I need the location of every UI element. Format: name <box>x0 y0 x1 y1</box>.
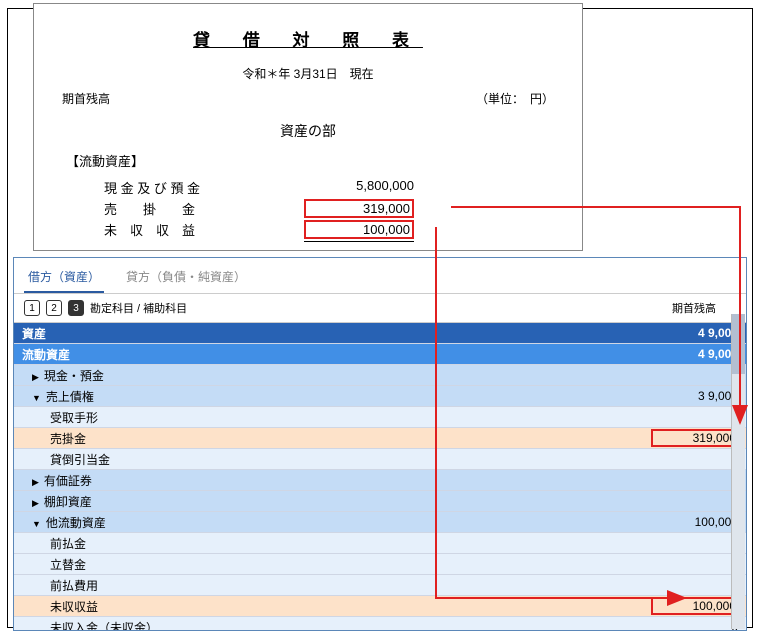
table-row[interactable]: 前払金0 <box>14 533 746 554</box>
column-balance-label: 期首残高 <box>672 300 716 316</box>
table-row[interactable]: 流動資産4 9,000 <box>14 344 746 365</box>
doc-line-label: 現 金 及 び 預 金 <box>104 178 304 197</box>
tab-credit[interactable]: 貸方（負債・純資産） <box>122 264 250 293</box>
row-name: 売掛金 <box>14 430 651 447</box>
expand-icon[interactable]: ▼ <box>32 393 41 403</box>
table-row[interactable]: 未収入金（未収金）0 <box>14 617 746 631</box>
doc-header-row: 期首残高 （単位： 円） <box>62 90 554 107</box>
row-name: 流動資産 <box>14 346 651 363</box>
table-row[interactable]: 前払費用0 <box>14 575 746 596</box>
table-row[interactable]: 立替金0 <box>14 554 746 575</box>
doc-line-label: 売 掛 金 <box>104 199 304 218</box>
level-2-button[interactable]: 2 <box>46 300 62 316</box>
row-name: ▶有価証券 <box>24 472 651 489</box>
doc-group-label: 【流動資産】 <box>66 151 554 170</box>
table-row[interactable]: ▶現金・預金0 <box>14 365 746 386</box>
doc-line-value: 100,000 <box>304 220 414 239</box>
level-1-button[interactable]: 1 <box>24 300 40 316</box>
row-name: ▶現金・預金 <box>24 367 651 384</box>
table-row[interactable]: ▼売上債権3 9,000 <box>14 386 746 407</box>
table-row[interactable]: 売掛金319,000 <box>14 428 746 449</box>
table-row[interactable]: 未収収益100,000 <box>14 596 746 617</box>
expand-icon[interactable]: ▶ <box>32 477 39 487</box>
tab-debit[interactable]: 借方（資産） <box>24 264 104 293</box>
table-row[interactable]: ▼他流動資産100,000 <box>14 512 746 533</box>
doc-unit: （単位： 円） <box>476 90 554 107</box>
doc-date: 令和＊年 3月31日 現在 <box>62 65 554 82</box>
level-3-button[interactable]: 3 <box>68 300 84 316</box>
row-name: 前払金 <box>14 535 651 552</box>
row-name: 資産 <box>14 325 651 342</box>
control-row: 1 2 3 勘定科目 / 補助科目 期首残高 <box>14 293 746 323</box>
row-name: ▼他流動資産 <box>24 514 651 531</box>
scrollbar-thumb[interactable] <box>732 314 745 374</box>
row-name: ▼売上債権 <box>24 388 651 405</box>
doc-underline <box>304 241 414 242</box>
row-name: 前払費用 <box>14 577 651 594</box>
row-name: 立替金 <box>14 556 651 573</box>
row-name: 未収収益 <box>14 598 651 615</box>
tabs: 借方（資産） 貸方（負債・純資産） <box>14 258 746 293</box>
scrollbar[interactable] <box>731 314 745 629</box>
row-name: 未収入金（未収金） <box>14 619 651 632</box>
expand-icon[interactable]: ▼ <box>32 519 41 529</box>
expand-icon[interactable]: ▶ <box>32 372 39 382</box>
doc-title: 貸 借 対 照 表 <box>62 26 554 51</box>
table-row[interactable]: 資産4 9,000 <box>14 323 746 344</box>
table-row[interactable]: 貸倒引当金 <box>14 449 746 470</box>
table-row[interactable]: 受取手形0 <box>14 407 746 428</box>
doc-line: 現 金 及 び 預 金 5,800,000 <box>104 178 554 197</box>
doc-line: 売 掛 金 319,000 <box>104 199 554 218</box>
accounting-panel: 借方（資産） 貸方（負債・純資産） 1 2 3 勘定科目 / 補助科目 期首残高… <box>13 257 747 631</box>
column-account-label: 勘定科目 / 補助科目 <box>90 300 187 316</box>
doc-line-label: 未 収 収 益 <box>104 220 304 239</box>
row-name: ▶棚卸資産 <box>24 493 651 510</box>
doc-line-value: 319,000 <box>304 199 414 218</box>
doc-left-label: 期首残高 <box>62 90 110 107</box>
table-row[interactable]: ▶有価証券0 <box>14 470 746 491</box>
balance-sheet-doc: 貸 借 対 照 表 令和＊年 3月31日 現在 期首残高 （単位： 円） 資産の… <box>33 3 583 251</box>
doc-section-title: 資産の部 <box>62 121 554 141</box>
doc-line: 未 収 収 益 100,000 <box>104 220 554 239</box>
doc-line-value: 5,800,000 <box>304 178 414 197</box>
expand-icon[interactable]: ▶ <box>32 498 39 508</box>
row-name: 受取手形 <box>14 409 651 426</box>
outer-frame: 貸 借 対 照 表 令和＊年 3月31日 現在 期首残高 （単位： 円） 資産の… <box>7 8 753 628</box>
table-row[interactable]: ▶棚卸資産0 <box>14 491 746 512</box>
row-name: 貸倒引当金 <box>14 451 651 468</box>
account-table: 資産4 9,000流動資産4 9,000▶現金・預金0▼売上債権3 9,000受… <box>14 323 746 631</box>
